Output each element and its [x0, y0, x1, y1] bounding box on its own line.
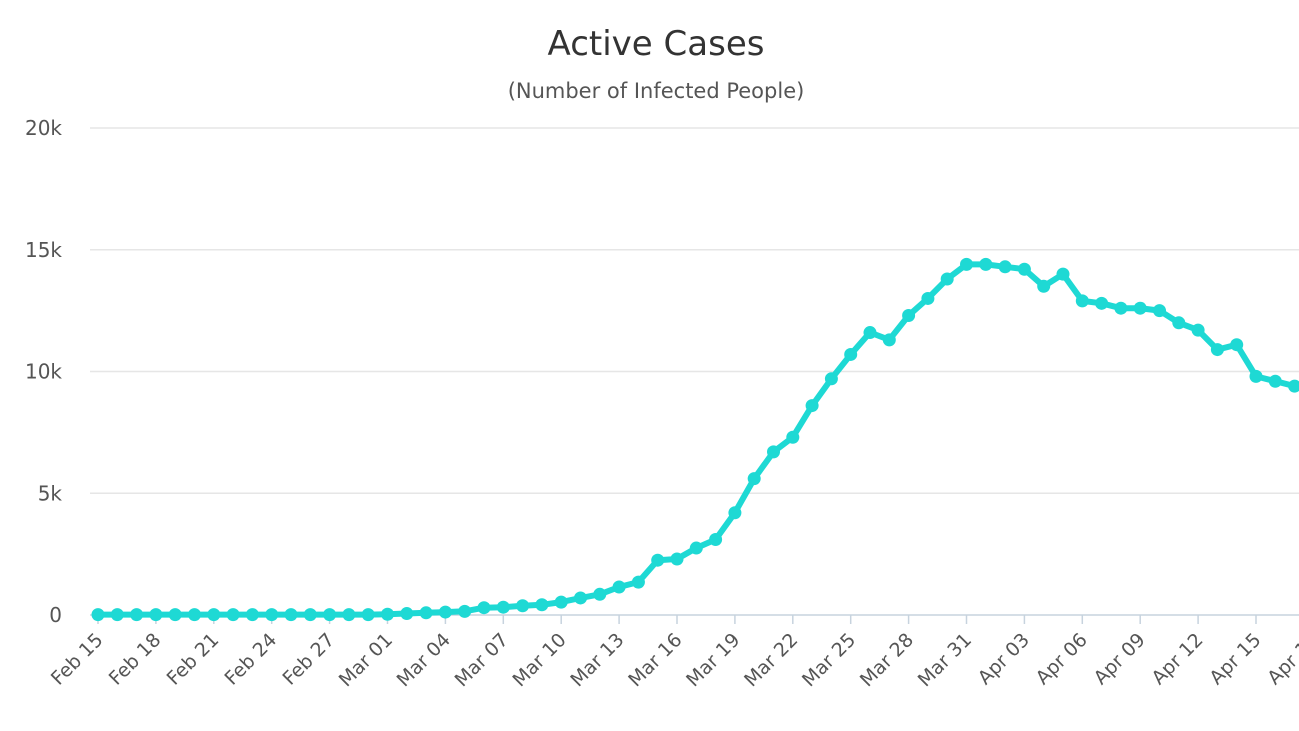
data-point[interactable]: [188, 608, 201, 622]
data-point[interactable]: [207, 608, 221, 622]
series-line: [95, 261, 1299, 618]
data-point[interactable]: [284, 608, 298, 622]
data-point[interactable]: [747, 472, 761, 486]
data-point[interactable]: [245, 608, 259, 622]
data-point[interactable]: [419, 606, 433, 620]
data-point[interactable]: [381, 607, 394, 621]
data-point[interactable]: [1191, 323, 1205, 337]
data-point[interactable]: [1075, 294, 1089, 308]
data-point[interactable]: [670, 552, 684, 566]
data-point[interactable]: [1133, 301, 1147, 315]
x-tick-label: Mar 25: [798, 629, 860, 691]
data-point[interactable]: [728, 506, 742, 520]
data-point[interactable]: [902, 308, 916, 322]
x-tick-label: Apr 09: [1090, 629, 1150, 689]
y-tick-label: 0: [49, 603, 62, 627]
y-tick-label: 15k: [25, 238, 62, 262]
x-tick-label: Feb 18: [105, 629, 166, 690]
y-axis: 0 5k 10k 15k 20k: [25, 116, 62, 627]
series-layer: [91, 257, 1299, 622]
y-tick-label: 5k: [38, 481, 63, 505]
x-tick-label: Apr 06: [1032, 629, 1092, 689]
x-tick-label: Mar 10: [508, 629, 570, 691]
data-point[interactable]: [496, 600, 510, 614]
data-point[interactable]: [709, 533, 723, 547]
x-tick-label: Mar 13: [566, 629, 628, 691]
data-point[interactable]: [824, 372, 838, 386]
x-tick-label: Mar 31: [914, 629, 976, 691]
data-point[interactable]: [361, 608, 375, 622]
x-tick-label: Mar 22: [740, 629, 802, 691]
data-point[interactable]: [535, 598, 549, 612]
data-point[interactable]: [651, 553, 665, 567]
x-tick-label: Mar 28: [856, 629, 918, 691]
x-tick-label: Feb 15: [47, 629, 108, 690]
x-tick-label: Apr 03: [974, 629, 1034, 689]
data-point[interactable]: [1230, 338, 1244, 352]
chart-subtitle: (Number of Infected People): [508, 79, 805, 103]
data-point[interactable]: [1017, 262, 1031, 276]
data-point[interactable]: [767, 445, 780, 459]
data-point[interactable]: [1172, 316, 1186, 330]
data-point[interactable]: [1056, 267, 1070, 281]
data-point[interactable]: [1210, 343, 1224, 357]
x-tick-label: Mar 16: [624, 629, 686, 691]
data-point[interactable]: [130, 608, 144, 622]
data-point[interactable]: [323, 608, 337, 622]
data-point[interactable]: [226, 608, 240, 622]
x-tick-label: Mar 07: [451, 629, 513, 691]
data-point[interactable]: [1095, 296, 1109, 310]
data-point[interactable]: [998, 260, 1012, 274]
x-tick-label: Feb 24: [221, 629, 282, 690]
data-point[interactable]: [979, 257, 993, 271]
data-point[interactable]: [1153, 304, 1166, 318]
data-point[interactable]: [940, 272, 954, 286]
data-point[interactable]: [631, 575, 645, 589]
data-point[interactable]: [265, 608, 279, 622]
data-point[interactable]: [960, 257, 973, 271]
data-point[interactable]: [689, 541, 703, 555]
data-point[interactable]: [882, 333, 896, 347]
x-tick-label: Apr 15: [1205, 629, 1265, 689]
x-tick-label: Apr 18: [1263, 629, 1299, 689]
data-point[interactable]: [438, 605, 452, 619]
data-point[interactable]: [1268, 374, 1282, 388]
data-point[interactable]: [612, 580, 626, 594]
chart-title: Active Cases: [548, 24, 765, 64]
data-point[interactable]: [805, 399, 819, 413]
data-point[interactable]: [786, 430, 800, 444]
data-point[interactable]: [1288, 379, 1299, 393]
data-point[interactable]: [863, 326, 877, 340]
data-point[interactable]: [477, 601, 491, 615]
data-point[interactable]: [574, 591, 587, 605]
x-tick-label: Mar 01: [335, 629, 397, 691]
data-point[interactable]: [342, 608, 356, 622]
data-point[interactable]: [110, 608, 124, 622]
data-point[interactable]: [1114, 301, 1128, 315]
grid-lines: [90, 127, 1299, 494]
x-tick-label: Apr 12: [1147, 629, 1207, 689]
data-point[interactable]: [303, 608, 317, 622]
data-point[interactable]: [400, 607, 414, 621]
data-point[interactable]: [844, 347, 858, 361]
data-point[interactable]: [149, 608, 163, 622]
data-point[interactable]: [1037, 279, 1051, 293]
data-point[interactable]: [593, 587, 607, 601]
y-tick-label: 20k: [25, 116, 62, 140]
x-tick-label: Feb 21: [163, 629, 224, 690]
y-tick-label: 10k: [25, 360, 62, 384]
data-point[interactable]: [554, 595, 568, 609]
data-point[interactable]: [91, 608, 105, 622]
data-point[interactable]: [921, 291, 935, 305]
data-point[interactable]: [458, 604, 472, 618]
data-point[interactable]: [1249, 369, 1263, 383]
x-tick-label: Mar 04: [393, 629, 455, 691]
data-point[interactable]: [168, 608, 182, 622]
data-point[interactable]: [516, 599, 530, 613]
x-tick-label: Mar 19: [682, 629, 744, 691]
x-tick-label: Feb 27: [278, 629, 339, 690]
